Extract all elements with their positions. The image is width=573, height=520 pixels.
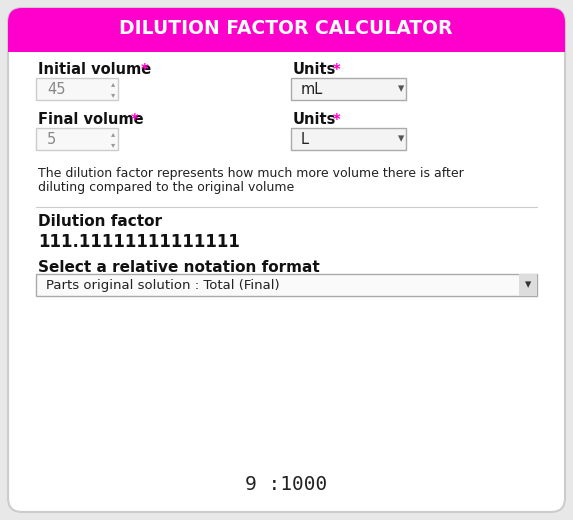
- Text: 5: 5: [47, 132, 56, 147]
- Text: 9 :1000: 9 :1000: [245, 475, 327, 495]
- Text: Initial volume: Initial volume: [38, 62, 151, 77]
- Text: The dilution factor represents how much more volume there is after: The dilution factor represents how much …: [38, 166, 464, 179]
- Text: 111.11111111111111: 111.11111111111111: [38, 233, 240, 251]
- Text: Units: Units: [293, 112, 336, 127]
- Text: Units: Units: [293, 62, 336, 77]
- Text: *: *: [333, 62, 341, 77]
- Bar: [36, 78, 118, 100]
- Bar: [36, 274, 537, 296]
- Text: Select a relative notation format: Select a relative notation format: [38, 259, 320, 275]
- Text: *: *: [131, 112, 139, 127]
- Text: L: L: [301, 132, 309, 147]
- Bar: [291, 78, 406, 100]
- Text: ▴: ▴: [111, 129, 115, 138]
- Bar: [36, 128, 118, 150]
- Text: ▾: ▾: [398, 133, 404, 146]
- Bar: [519, 274, 537, 296]
- Bar: [8, 30, 565, 52]
- Text: ▾: ▾: [398, 83, 404, 96]
- Text: DILUTION FACTOR CALCULATOR: DILUTION FACTOR CALCULATOR: [119, 19, 453, 38]
- FancyBboxPatch shape: [8, 8, 565, 512]
- Text: ▾: ▾: [111, 140, 115, 150]
- Bar: [291, 128, 406, 150]
- Text: *: *: [333, 112, 341, 127]
- Text: diluting compared to the original volume: diluting compared to the original volume: [38, 180, 295, 193]
- Text: ▴: ▴: [111, 80, 115, 88]
- Text: ▾: ▾: [525, 279, 531, 292]
- Text: Dilution factor: Dilution factor: [38, 214, 162, 228]
- Text: 45: 45: [47, 82, 65, 97]
- Text: mL: mL: [301, 82, 323, 97]
- Text: ▾: ▾: [111, 90, 115, 99]
- Text: *: *: [141, 62, 149, 77]
- Text: Parts original solution : Total (Final): Parts original solution : Total (Final): [46, 279, 280, 292]
- Text: Final volume: Final volume: [38, 112, 144, 127]
- FancyBboxPatch shape: [8, 8, 565, 52]
